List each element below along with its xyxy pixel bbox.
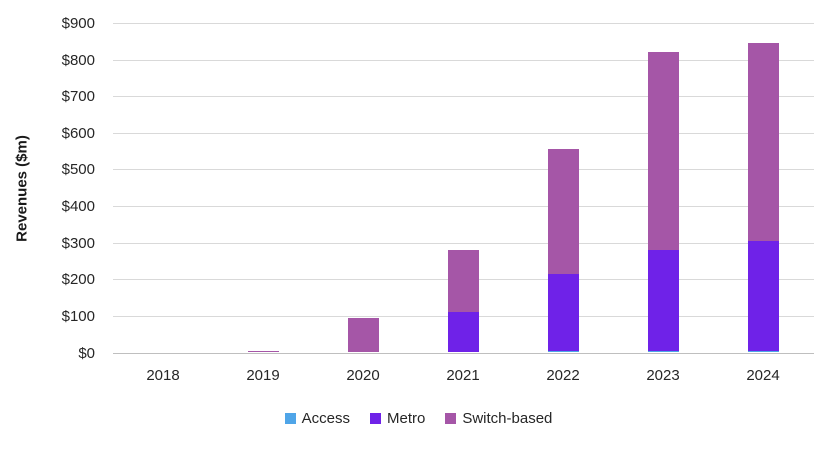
- bar-segment-2022-switch-based: [547, 149, 579, 274]
- y-axis-title: Revenues ($m): [13, 135, 31, 242]
- x-tick-label: 2021: [446, 367, 480, 384]
- chart-legend: Access Metro Switch-based: [0, 406, 837, 430]
- legend-swatch-icon: [445, 412, 457, 424]
- bar-segment-2024-switch-based: [747, 43, 779, 241]
- y-tick-label: $600: [61, 124, 95, 142]
- bar-segment-2021-metro: [447, 312, 479, 353]
- y-tick-label: $800: [61, 51, 95, 69]
- bar-segment-2023-metro: [647, 249, 679, 351]
- bar-segment-2023-access: [647, 350, 679, 353]
- x-tick-label: 2023: [646, 367, 680, 384]
- legend-swatch-icon: [369, 412, 381, 424]
- x-tick-label: 2022: [546, 367, 580, 384]
- bar-segment-2024-access: [747, 350, 779, 353]
- x-tick-label: 2020: [346, 367, 380, 384]
- legend-item-access: Access: [284, 409, 350, 427]
- legend-swatch-icon: [284, 412, 296, 424]
- y-tick-label: $500: [61, 161, 95, 179]
- gridline: [113, 96, 814, 98]
- y-tick-label: $700: [61, 88, 95, 106]
- y-tick-label: $200: [61, 271, 95, 289]
- legend-label: Metro: [386, 409, 426, 427]
- x-tick-label: 2018: [146, 367, 180, 384]
- gridline: [113, 169, 814, 171]
- bar-segment-2021-switch-based: [447, 249, 479, 313]
- bar-segment-2022-metro: [547, 273, 579, 351]
- gridline: [113, 23, 814, 24]
- y-tick-label: $100: [61, 307, 95, 325]
- x-tick-label: 2024: [746, 367, 780, 384]
- bar-segment-2024-metro: [747, 240, 779, 351]
- gridline: [113, 59, 814, 61]
- y-tick-label: $0: [78, 344, 95, 362]
- bar-segment-2023-switch-based: [647, 52, 679, 250]
- y-tick-label: $400: [61, 198, 95, 216]
- bar-segment-2019-switch-based: [247, 350, 279, 353]
- legend-item-metro: Metro: [369, 409, 426, 427]
- bar-segment-2020-switch-based: [347, 317, 379, 353]
- y-tick-label: $300: [61, 234, 95, 252]
- legend-label: Switch-based: [462, 409, 553, 427]
- gridline: [113, 242, 814, 244]
- legend-item-switch-based: Switch-based: [445, 410, 552, 427]
- x-tick-label: 2019: [246, 367, 280, 384]
- legend-label: Access: [301, 409, 350, 427]
- x-axis-line: [113, 352, 814, 354]
- y-tick-label: $900: [61, 15, 95, 32]
- bar-segment-2022-access: [547, 350, 579, 353]
- gridline: [113, 132, 814, 134]
- gridline: [113, 206, 814, 208]
